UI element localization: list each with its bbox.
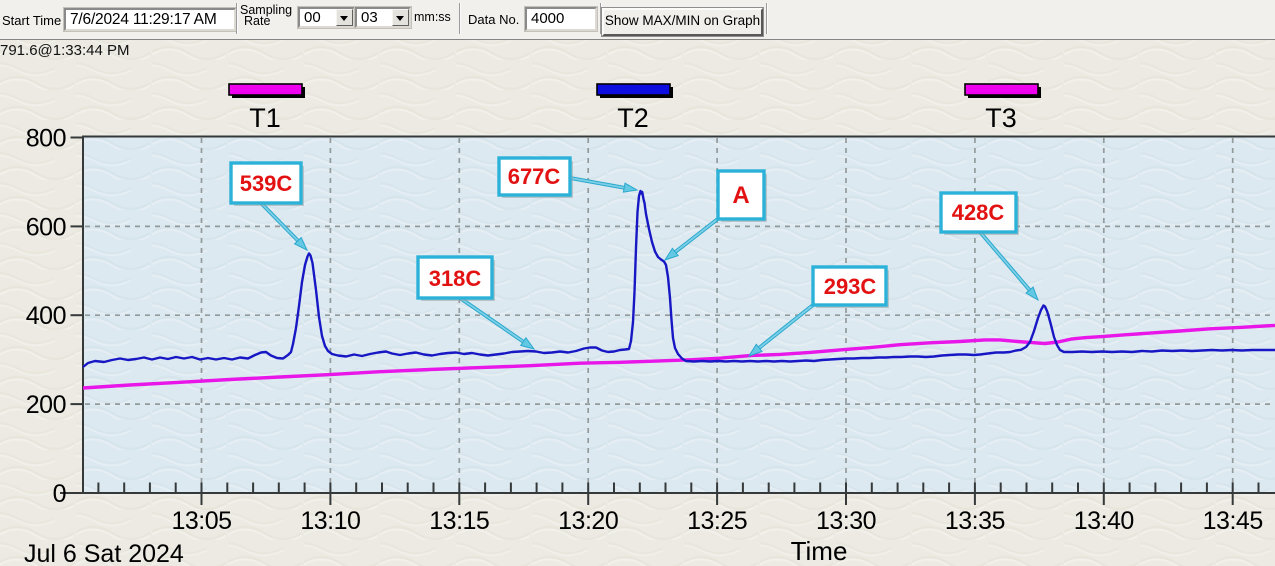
svg-text:13:20: 13:20 [558,507,618,535]
svg-text:13:40: 13:40 [1074,507,1134,535]
svg-text:539C: 539C [240,171,293,196]
svg-text:A: A [732,182,749,209]
svg-text:Time: Time [791,536,848,566]
svg-text:318C: 318C [429,266,482,291]
svg-text:13:05: 13:05 [171,507,231,535]
svg-text:293C: 293C [824,274,877,299]
svg-text:Jul 6 Sat 2024: Jul 6 Sat 2024 [24,540,184,566]
svg-text:T1: T1 [249,103,281,133]
svg-text:428C: 428C [952,200,1005,225]
svg-text:13:45: 13:45 [1203,507,1263,535]
svg-text:200: 200 [26,391,66,419]
svg-text:400: 400 [26,302,66,330]
svg-text:13:10: 13:10 [300,507,360,535]
svg-text:0: 0 [53,480,66,508]
svg-text:13:25: 13:25 [687,507,747,535]
svg-text:800: 800 [26,125,66,153]
svg-text:T3: T3 [985,103,1017,133]
svg-text:T2: T2 [617,103,649,133]
svg-text:13:30: 13:30 [816,507,876,535]
svg-text:13:15: 13:15 [429,507,489,535]
svg-text:677C: 677C [508,164,561,189]
svg-text:600: 600 [26,213,66,241]
svg-text:13:35: 13:35 [945,507,1005,535]
